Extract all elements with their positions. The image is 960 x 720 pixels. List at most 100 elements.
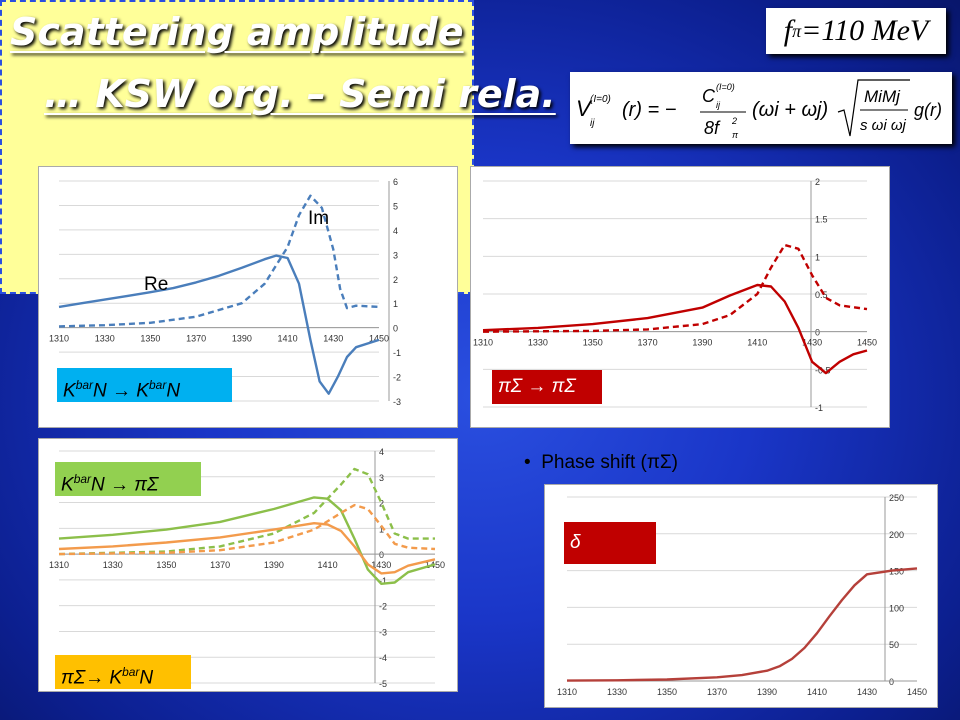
x-tick-label: 1350 — [156, 560, 176, 570]
x-tick-label: 1410 — [318, 560, 338, 570]
y-tick-label: 0 — [815, 328, 820, 338]
formula-lhs-sub: ij — [590, 118, 595, 129]
x-tick-label: 1390 — [692, 338, 712, 348]
series-line — [566, 567, 918, 682]
fpi-f: f — [783, 14, 793, 47]
tag-kn-kn-sup1: bar — [75, 378, 94, 392]
tag-kn-kn-pre: K — [63, 380, 76, 402]
x-tick-label: 1390 — [264, 560, 284, 570]
potential-formula: V (I=0) ij (r) = − C (I=0) ij 8f π 2 (ωi… — [576, 79, 942, 140]
y-tick-label: 1.5 — [815, 215, 828, 225]
y-tick-label: -1 — [379, 576, 387, 586]
tag-ps-kn: πΣ→ KbarN — [55, 655, 191, 689]
label-re: Re — [144, 274, 169, 295]
x-tick-label: 1310 — [557, 687, 577, 697]
y-tick-label: 0 — [889, 677, 894, 687]
tag-ps-kn-sup1: bar — [122, 665, 140, 679]
x-tick-label: 1390 — [757, 687, 777, 697]
x-tick-label: 1350 — [657, 687, 677, 697]
formula-den-sub: π — [732, 130, 739, 140]
y-tick-label: 2 — [815, 177, 820, 187]
chart-phase-shift: 0 50 100 150 200 250 1310 1330 1350 1370 1390 1410 1… — [557, 493, 927, 697]
y-tick-label: 3 — [393, 250, 398, 260]
tag-kn-ps: KbarN → πΣ — [55, 462, 201, 496]
x-tick-label: 1370 — [638, 338, 658, 348]
y-tick-label: 4 — [393, 226, 398, 236]
x-tick-label: 1350 — [583, 338, 603, 348]
bullet-text: Phase shift (πΣ) — [541, 452, 679, 473]
formula-lhs-sup: (I=0) — [590, 94, 611, 105]
y-tick-label: 250 — [889, 493, 904, 503]
x-tick-label: 1330 — [607, 687, 627, 697]
y-tick-label: 0 — [379, 550, 384, 560]
y-tick-label: -1 — [815, 403, 823, 413]
x-tick-label: 1310 — [473, 338, 493, 348]
x-tick-label: 1310 — [49, 560, 69, 570]
chart-kn-ps: -5 -4 -3 -2 -1 0 1 2 3 4 1310 1330 1350 1370 1390 1410 1… — [49, 447, 445, 689]
slide-title-line2: … KSW org. – Semi rela. — [44, 72, 556, 116]
x-tick-label: 1370 — [210, 560, 230, 570]
x-tick-label: 1370 — [707, 687, 727, 697]
x-tick-label: 1410 — [747, 338, 767, 348]
series-line — [58, 522, 436, 575]
series-line — [58, 254, 380, 395]
formula-sqrt-sign — [837, 79, 910, 137]
x-tick-label: 1430 — [802, 338, 822, 348]
y-tick-label: -1 — [393, 348, 401, 358]
y-tick-label: -2 — [379, 602, 387, 612]
x-tick-label: 1370 — [186, 334, 206, 344]
y-tick-label: 5 — [393, 201, 398, 211]
bullet-dot-icon: • — [524, 452, 542, 473]
x-tick-label: 1330 — [103, 560, 123, 570]
formula-lhs: V — [576, 96, 593, 121]
tag-delta: δ — [564, 522, 656, 564]
y-tick-label: 50 — [889, 640, 899, 650]
tag-kn-ps-pre: K — [61, 474, 74, 496]
tag-ps-kn-post: N — [139, 667, 154, 689]
x-tick-label: 1390 — [232, 334, 252, 344]
y-tick-label: 200 — [889, 530, 904, 540]
y-tick-label: 1 — [379, 524, 384, 534]
x-tick-label: 1430 — [857, 687, 877, 697]
y-tick-label: 4 — [379, 447, 384, 457]
y-tick-label: -4 — [379, 653, 387, 663]
y-tick-label: 2 — [379, 499, 384, 509]
y-tick-label: 3 — [379, 473, 384, 483]
formula-arg: (r) = − — [622, 99, 676, 121]
phase-shift-chart-box: 0 50 100 150 200 250 1310 1330 1350 1370 1390 1410 1… — [544, 484, 938, 708]
series-line — [58, 503, 436, 556]
fpi-pi: π — [792, 20, 802, 41]
x-tick-label: 1410 — [807, 687, 827, 697]
y-tick-label: 0 — [393, 324, 398, 334]
y-tick-label: -3 — [379, 627, 387, 637]
y-tick-label: 100 — [889, 603, 904, 613]
y-tick-label: 0.5 — [815, 290, 828, 300]
formula-num-sub: ij — [716, 100, 721, 110]
formula-num-c: C — [702, 86, 716, 106]
x-tick-label: 1350 — [140, 334, 160, 344]
formula-omega-sum: (ωi + ωj) — [752, 99, 828, 121]
y-tick-label: -3 — [393, 397, 401, 407]
formula-den: 8f — [704, 118, 721, 138]
y-tick-label: -2 — [393, 373, 401, 383]
tag-kn-kn: KbarN → KbarN — [57, 368, 232, 402]
x-tick-label: 1450 — [857, 338, 877, 348]
formula-tail: g(r) — [914, 100, 942, 120]
x-tick-label: 1310 — [49, 334, 69, 344]
tag-ps-ps: πΣ → πΣ — [492, 370, 602, 404]
y-tick-label: 6 — [393, 177, 398, 187]
formula-den-sup: 2 — [731, 116, 737, 126]
chart-kn-kn: -3 -2 -1 0 1 2 3 4 5 6 1310 1330 1350 1370 1390 1410 143… — [49, 177, 401, 407]
x-tick-label: 1410 — [278, 334, 298, 344]
x-tick-label: 1330 — [528, 338, 548, 348]
tag-kn-ps-post: N → πΣ — [91, 474, 159, 496]
y-tick-label: -5 — [379, 679, 387, 689]
x-tick-label: 1450 — [369, 334, 389, 344]
tag-ps-kn-pre: πΣ→ K — [61, 667, 123, 689]
series-line — [58, 467, 435, 556]
tag-kn-kn-mid: N → K — [93, 380, 149, 402]
bullet-phase-shift: • Phase shift (πΣ) — [524, 452, 678, 474]
tag-kn-ps-sup1: bar — [73, 472, 92, 486]
y-tick-label: 1 — [393, 299, 398, 309]
